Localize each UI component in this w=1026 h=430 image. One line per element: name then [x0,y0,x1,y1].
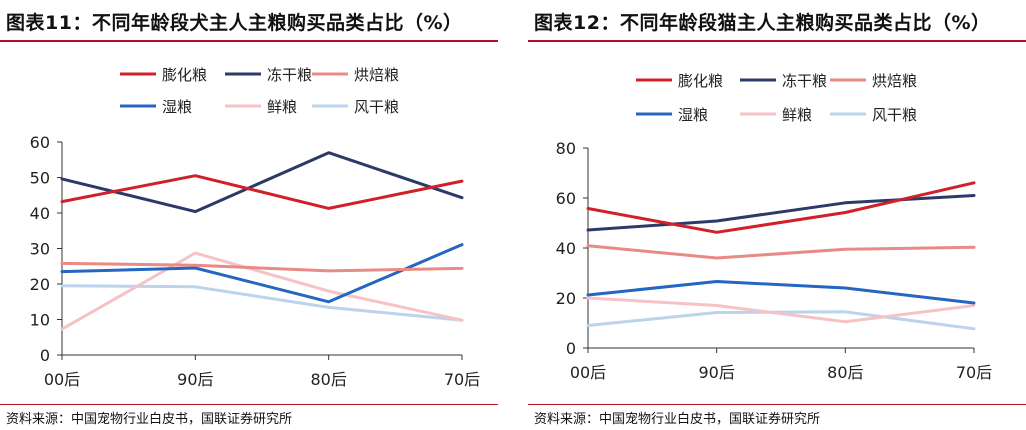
legend-label-2: 烘焙粮 [872,72,917,90]
legend-label-2: 烘焙粮 [354,66,399,84]
series-line-1 [60,151,464,214]
x-tick-label-3: 70后 [956,363,992,382]
x-tick-label-3: 70后 [444,370,480,389]
series-line-1 [586,194,976,232]
legend-label-0: 膨化粮 [162,66,207,84]
y-tick-label-4: 80 [556,139,576,158]
chart-title: 图表11：不同年龄段犬主人主粮购买品类占比（%） [6,12,463,34]
chart-panel-dog: 图表11：不同年龄段犬主人主粮购买品类占比（%） 膨化粮 冻干粮 烘焙粮湿粮 鲜粮 风干… [0,0,498,430]
source-note: 资料来源：中国宠物行业白皮书，国联证券研究所 [534,412,821,427]
legend-label-3: 湿粮 [678,106,708,124]
x-tick-label-2: 80后 [827,363,863,382]
x-tick-label-1: 90后 [698,363,734,382]
y-tick-label-5: 50 [30,169,50,188]
series-line-4 [60,251,464,331]
y-tick-label-3: 60 [556,189,576,208]
footer-divider [0,404,498,405]
series-line-3 [586,280,976,305]
title-divider [528,40,1026,42]
x-tick-label-0: 00后 [44,370,80,389]
y-tick-label-4: 40 [30,204,50,223]
x-tick-label-2: 80后 [310,370,346,389]
y-tick-label-3: 30 [30,240,50,259]
legend-label-5: 风干粮 [872,106,917,124]
y-tick-label-2: 40 [556,239,576,258]
y-tick-label-0: 0 [40,346,50,365]
series-line-3 [60,243,464,304]
legend-label-3: 湿粮 [162,98,192,116]
series-line-2 [586,244,976,260]
y-tick-label-0: 0 [566,339,576,358]
legend-label-5: 风干粮 [354,98,399,116]
legend-label-1: 冻干粮 [782,72,827,90]
x-tick-label-1: 90后 [177,370,213,389]
legend-label-1: 冻干粮 [267,66,312,84]
x-tick-label-0: 00后 [570,363,606,382]
series-line-0 [586,181,976,234]
series-line-5 [60,284,464,322]
chart-panel-cat: 图表12：不同年龄段猫主人主粮购买品类占比（%） 膨化粮 冻干粮 烘焙粮湿粮 鲜粮 风干… [528,0,1026,430]
series-line-4 [586,296,976,324]
source-note: 资料来源：中国宠物行业白皮书，国联证券研究所 [6,412,293,427]
legend-label-0: 膨化粮 [678,72,723,90]
footer-divider [528,404,1026,405]
y-tick-label-1: 20 [556,289,576,308]
chart-title: 图表12：不同年龄段猫主人主粮购买品类占比（%） [534,12,991,34]
y-tick-label-2: 20 [30,275,50,294]
legend-label-4: 鲜粮 [267,98,297,116]
legend-label-4: 鲜粮 [782,106,812,124]
y-tick-label-1: 10 [30,311,50,330]
series-line-2 [60,261,464,273]
title-divider [0,40,498,42]
y-tick-label-6: 60 [30,133,50,152]
series-line-0 [60,174,464,210]
